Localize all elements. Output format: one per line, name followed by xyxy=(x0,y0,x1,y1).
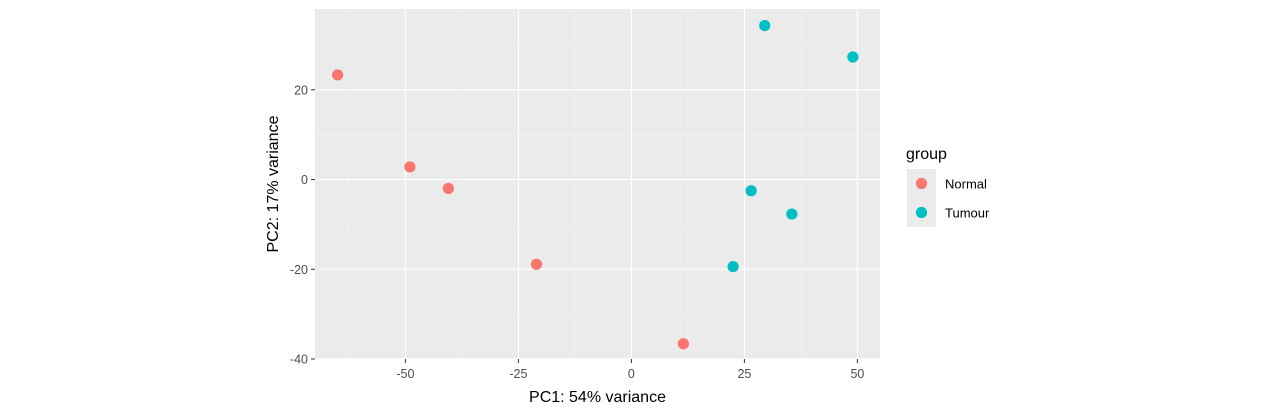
data-point-tumour xyxy=(759,20,771,32)
legend: group Normal Tumour xyxy=(906,146,990,227)
plot-panel xyxy=(315,9,880,359)
y-tick-label: 0 xyxy=(301,173,308,187)
x-tick-label: -25 xyxy=(509,367,527,381)
data-point-normal xyxy=(530,258,543,270)
x-axis-ticks: -50 -25 0 25 50 xyxy=(396,359,864,381)
data-point-normal xyxy=(442,182,454,195)
y-tick-label: 20 xyxy=(294,83,308,97)
minor-gridlines xyxy=(315,9,880,359)
x-tick-label: 25 xyxy=(737,367,751,381)
data-point-normal xyxy=(404,161,416,173)
major-gridlines xyxy=(315,9,880,360)
legend-title: group xyxy=(906,146,947,163)
x-tick-label: 50 xyxy=(850,367,864,381)
data-point-tumour xyxy=(847,51,859,63)
x-tick-label: 0 xyxy=(628,367,635,381)
legend-key-marker xyxy=(915,206,928,219)
data-point-tumour xyxy=(786,208,798,220)
data-point-normal xyxy=(332,69,344,81)
legend-key-marker xyxy=(915,177,928,190)
data-points xyxy=(332,20,859,350)
data-point-tumour xyxy=(745,185,757,197)
data-point-tumour xyxy=(727,260,739,273)
y-axis-ticks: -40 -20 0 20 xyxy=(290,83,315,367)
legend-label-tumour: Tumour xyxy=(945,206,990,221)
x-tick-label: -50 xyxy=(396,367,414,381)
y-tick-label: -40 xyxy=(290,353,308,367)
x-axis-title: PC1: 54% variance xyxy=(529,389,666,406)
legend-label-normal: Normal xyxy=(945,177,987,192)
y-tick-label: -20 xyxy=(290,263,308,277)
data-point-normal xyxy=(677,338,689,350)
y-axis-title: PC2: 17% variance xyxy=(265,115,282,252)
